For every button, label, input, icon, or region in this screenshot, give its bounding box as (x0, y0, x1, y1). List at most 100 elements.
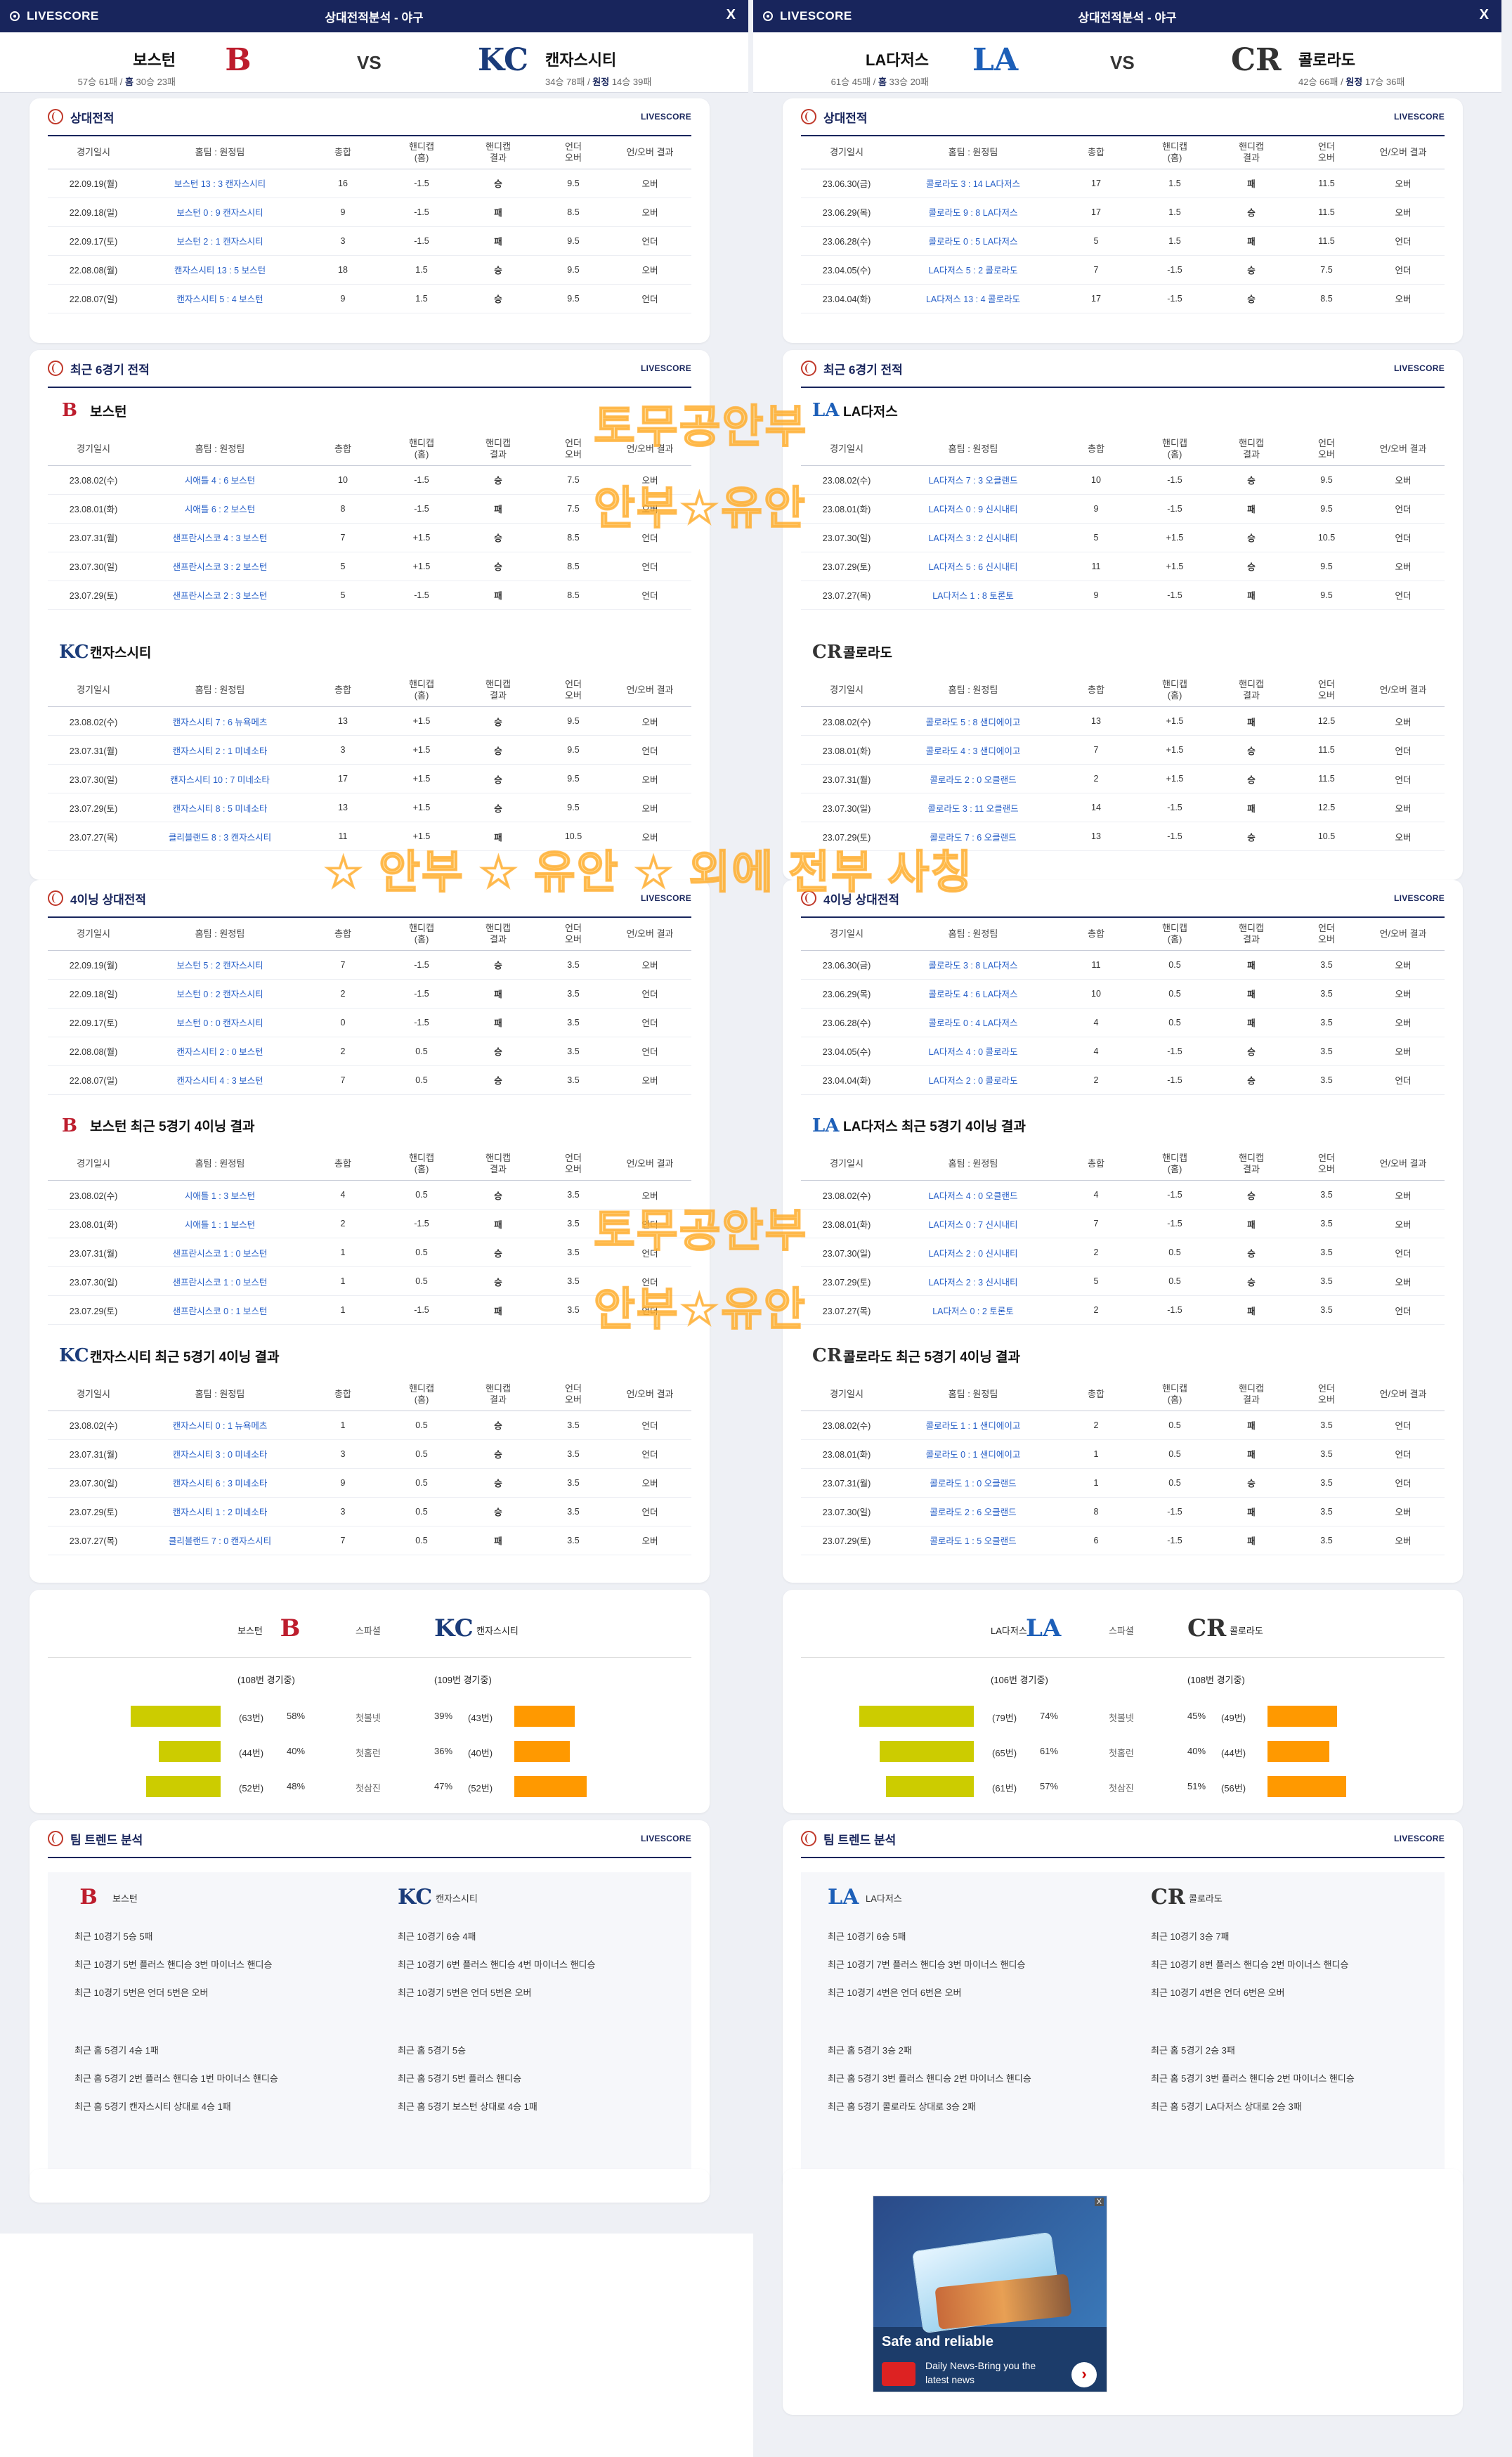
col-ou-l2: 오버 (1318, 1164, 1335, 1175)
ad-arrow-button[interactable]: › (1071, 2362, 1097, 2387)
cell-ou-line: 3.5 (1291, 1526, 1362, 1555)
cell-ou-line: 9.5 (538, 706, 608, 736)
table-row[interactable]: 23.07.27(목) LA다저스 1 : 8 토론토 9 -1.5 패 9.5 언더 (801, 581, 1445, 610)
recent-header: 최근 6경기 전적 LIVESCORE (801, 350, 1445, 388)
away-stat-count: (49번) (1221, 1713, 1246, 1723)
table-row[interactable]: 23.07.27(목) 클리블랜드 7 : 0 캔자스시티 7 0.5 패 3.5 오버 (48, 1526, 691, 1555)
table-row[interactable]: 22.09.19(월) 보스턴 13 : 3 캔자스시티 16 -1.5 승 9.5 오버 (48, 169, 691, 198)
away-stat-bar (1267, 1741, 1329, 1762)
table-row[interactable]: 23.07.30(일) 캔자스시티 10 : 7 미네소타 17 +1.5 승 9.5 오버 (48, 764, 691, 793)
table-row[interactable]: 23.06.30(금) 콜로라도 3 : 14 LA다저스 17 1.5 패 11.5 오버 (801, 169, 1445, 198)
trend-header: 팀 트렌드 분석 LIVESCORE (801, 1820, 1445, 1858)
cell-ou-result: 오버 (1362, 169, 1445, 198)
table-row[interactable]: 23.08.01(화) 시애틀 1 : 1 보스턴 2 -1.5 패 3.5 언더 (48, 1209, 691, 1238)
table-row[interactable]: 23.08.01(화) 콜로라도 4 : 3 샌디에이고 7 +1.5 승 11.5 언더 (801, 735, 1445, 765)
table-header-row: 경기일시 홈팀 : 원정팀 총합 핸디캡 (홈) 핸디캡 결과 언더 오버 언/오버 결과 (801, 674, 1445, 707)
close-button[interactable]: X (726, 7, 736, 22)
table-row[interactable]: 23.07.27(목) 클리블랜드 8 : 3 캔자스시티 11 +1.5 패 10.5 오… (48, 822, 691, 851)
table-row[interactable]: 22.09.18(일) 보스턴 0 : 9 캔자스시티 9 -1.5 패 8.5 오버 (48, 197, 691, 227)
stats-home-games: (106번 경기중) (991, 1675, 1048, 1685)
table-row[interactable]: 23.08.02(수) 캔자스시티 0 : 1 뉴욕메츠 1 0.5 승 3.5 언더 (48, 1411, 691, 1440)
cell-handicap-result: 승 (458, 1180, 538, 1210)
col-total: 총합 (301, 918, 385, 951)
close-button[interactable]: X (1479, 7, 1489, 22)
table-row[interactable]: 23.08.02(수) 캔자스시티 7 : 6 뉴욕메츠 13 +1.5 승 9.5 오버 (48, 706, 691, 736)
table-row[interactable]: 23.08.02(수) 시애틀 1 : 3 보스턴 4 0.5 승 3.5 오버 (48, 1180, 691, 1210)
advertisement[interactable]: Safe and reliable Daily News-Bring you th… (873, 2196, 1107, 2392)
table-row[interactable]: 23.07.29(토) 콜로라도 1 : 5 오클랜드 6 -1.5 패 3.5 오버 (801, 1526, 1445, 1555)
table-row[interactable]: 23.07.29(토) 샌프란시스코 2 : 3 보스턴 5 -1.5 패 8.5 언더 (48, 581, 691, 610)
table-row[interactable]: 23.08.01(화) 콜로라도 0 : 1 샌디에이고 1 0.5 패 3.5 언더 (801, 1439, 1445, 1469)
cell-ou-result: 언더 (608, 581, 691, 610)
table-row[interactable]: 23.07.31(월) 샌프란시스코 1 : 0 보스턴 1 0.5 승 3.5 언더 (48, 1238, 691, 1267)
table-row[interactable]: 23.07.29(토) 콜로라도 7 : 6 오클랜드 13 -1.5 승 10.5 오버 (801, 822, 1445, 851)
table-row[interactable]: 23.07.29(토) 캔자스시티 1 : 2 미네소타 3 0.5 승 3.5 언더 (48, 1497, 691, 1526)
table-row[interactable]: 23.04.04(화) LA다저스 2 : 0 콜로라도 2 -1.5 승 3.5 언더 (801, 1065, 1445, 1095)
table-row[interactable]: 22.08.07(일) 캔자스시티 4 : 3 보스턴 7 0.5 승 3.5 오버 (48, 1065, 691, 1095)
cell-date: 22.09.18(일) (48, 197, 139, 227)
table-row[interactable]: 23.08.02(수) 시애틀 4 : 6 보스턴 10 -1.5 승 7.5 오버 (48, 465, 691, 495)
table-row[interactable]: 22.08.08(월) 캔자스시티 2 : 0 보스턴 2 0.5 승 3.5 언더 (48, 1037, 691, 1066)
table-header-row: 경기일시 홈팀 : 원정팀 총합 핸디캡 (홈) 핸디캡 결과 언더 오버 언/오버 결과 (48, 674, 691, 707)
table-row[interactable]: 23.08.01(화) 시애틀 6 : 2 보스턴 8 -1.5 패 7.5 오버 (48, 494, 691, 524)
table-row[interactable]: 23.07.30(일) LA다저스 2 : 0 신시내티 2 0.5 승 3.5 언더 (801, 1238, 1445, 1267)
stats-away-logo-icon: CR (1187, 1614, 1227, 1642)
table-row[interactable]: 23.07.30(일) 콜로라도 2 : 6 오클랜드 8 -1.5 패 3.5 오버 (801, 1497, 1445, 1526)
table-row[interactable]: 23.07.31(월) 캔자스시티 2 : 1 미네소타 3 +1.5 승 9.5 언더 (48, 735, 691, 765)
table-row[interactable]: 23.07.30(일) LA다저스 3 : 2 신시내티 5 +1.5 승 10.5 언더 (801, 523, 1445, 552)
table-row[interactable]: 22.09.18(일) 보스턴 0 : 2 캔자스시티 2 -1.5 패 3.5 언더 (48, 979, 691, 1009)
table-row[interactable]: 22.08.07(일) 캔자스시티 5 : 4 보스턴 9 1.5 승 9.5 언더 (48, 284, 691, 313)
table-row[interactable]: 23.08.01(화) LA다저스 0 : 7 신시내티 7 -1.5 패 3.5 오버 (801, 1209, 1445, 1238)
home-record-prefix: 57승 61패 / (77, 77, 125, 87)
table-row[interactable]: 23.07.29(토) 샌프란시스코 0 : 1 보스턴 1 -1.5 패 3.5 언더 (48, 1295, 691, 1325)
col-handicap-l1: 핸디캡 (409, 437, 434, 448)
ad-close-button[interactable]: X (1094, 2198, 1104, 2206)
cell-date: 23.07.27(목) (801, 1295, 892, 1325)
recent4-title-1-label: 캔자스시티 최근 5경기 4이닝 결과 (90, 1349, 280, 1365)
trend-line: 최근 홈 5경기 3번 플러스 핸디승 2번 마이너스 핸디승 (828, 2073, 1031, 2084)
col-handicap-result: 핸디캡 결과 (458, 674, 538, 707)
table-header-row: 경기일시 홈팀 : 원정팀 총합 핸디캡 (홈) 핸디캡 결과 언더 오버 언/오버 결과 (801, 1148, 1445, 1181)
table-row[interactable]: 23.06.30(금) 콜로라도 3 : 8 LA다저스 11 0.5 패 3.5 오버 (801, 950, 1445, 980)
table-row[interactable]: 22.09.17(토) 보스턴 0 : 0 캔자스시티 0 -1.5 패 3.5 언더 (48, 1008, 691, 1037)
table-row[interactable]: 23.07.31(월) 콜로라도 2 : 0 오클랜드 2 +1.5 승 11.5 언더 (801, 764, 1445, 793)
table-row[interactable]: 22.09.17(토) 보스턴 2 : 1 캔자스시티 3 -1.5 패 9.5 언더 (48, 226, 691, 256)
table-row[interactable]: 23.08.02(수) LA다저스 4 : 0 오클랜드 4 -1.5 승 3.5 오버 (801, 1180, 1445, 1210)
table-row[interactable]: 23.07.31(월) 콜로라도 1 : 0 오클랜드 1 0.5 승 3.5 언더 (801, 1468, 1445, 1498)
table-row[interactable]: 23.07.27(목) LA다저스 0 : 2 토론토 2 -1.5 패 3.5 언더 (801, 1295, 1445, 1325)
table-row[interactable]: 23.08.02(수) 콜로라도 1 : 1 샌디에이고 2 0.5 패 3.5 언더 (801, 1411, 1445, 1440)
table-row[interactable]: 23.06.29(목) 콜로라도 9 : 8 LA다저스 17 1.5 승 11.5 오버 (801, 197, 1445, 227)
table-row[interactable]: 23.07.29(토) LA다저스 2 : 3 신시내티 5 0.5 승 3.5 오버 (801, 1266, 1445, 1296)
table-row[interactable]: 23.07.29(토) 캔자스시티 8 : 5 미네소타 13 +1.5 승 9.5 오버 (48, 793, 691, 822)
col-handicap-result: 핸디캡 결과 (458, 1378, 538, 1411)
table-row[interactable]: 23.04.04(화) LA다저스 13 : 4 콜로라도 17 -1.5 승 8.5 오버 (801, 284, 1445, 313)
table-row[interactable]: 23.06.29(목) 콜로라도 4 : 6 LA다저스 10 0.5 패 3.5 오버 (801, 979, 1445, 1009)
table-row[interactable]: 23.08.02(수) 콜로라도 5 : 8 샌디에이고 13 +1.5 패 12.5 오버 (801, 706, 1445, 736)
away-stat-pct: 39% (434, 1711, 453, 1721)
table-row[interactable]: 23.07.29(토) LA다저스 5 : 6 신시내티 11 +1.5 승 9.5 오버 (801, 552, 1445, 581)
table-row[interactable]: 23.07.30(일) 샌프란시스코 3 : 2 보스턴 5 +1.5 승 8.5 언더 (48, 552, 691, 581)
table-row[interactable]: 23.08.02(수) LA다저스 7 : 3 오클랜드 10 -1.5 승 9.5 오버 (801, 465, 1445, 495)
away-team-block: 콜로라도 42승 66패 / 원정 17승 36패 (1298, 48, 1405, 88)
recent4-title-1: CR 콜로라도 최근 5경기 4이닝 결과 (812, 1333, 1433, 1378)
table-row[interactable]: 22.09.19(월) 보스턴 5 : 2 캔자스시티 7 -1.5 승 3.5 오버 (48, 950, 691, 980)
table-row[interactable]: 22.08.08(월) 캔자스시티 13 : 5 보스턴 18 1.5 승 9.5 오버 (48, 255, 691, 285)
cell-matchup: LA다저스 3 : 2 신시내티 (892, 523, 1054, 552)
cell-total: 7 (301, 950, 385, 980)
table-row[interactable]: 23.04.05(수) LA다저스 4 : 0 콜로라도 4 -1.5 승 3.5 오버 (801, 1037, 1445, 1066)
table-row[interactable]: 23.06.28(수) 콜로라도 0 : 4 LA다저스 4 0.5 패 3.5 오버 (801, 1008, 1445, 1037)
table-row[interactable]: 23.07.31(월) 샌프란시스코 4 : 3 보스턴 7 +1.5 승 8.5 언더 (48, 523, 691, 552)
table-row[interactable]: 23.07.30(일) 캔자스시티 6 : 3 미네소타 9 0.5 승 3.5 오버 (48, 1468, 691, 1498)
table-row[interactable]: 23.07.30(일) 샌프란시스코 1 : 0 보스턴 1 0.5 승 3.5 언더 (48, 1266, 691, 1296)
away-team-record: 42승 66패 / 원정 17승 36패 (1298, 74, 1405, 88)
table-row[interactable]: 23.08.01(화) LA다저스 0 : 9 신시내티 9 -1.5 패 9.5 언더 (801, 494, 1445, 524)
table-row[interactable]: 23.06.28(수) 콜로라도 0 : 5 LA다저스 5 1.5 패 11.5 언더 (801, 226, 1445, 256)
cell-total: 2 (301, 1037, 385, 1066)
cell-matchup: 시애틀 4 : 6 보스턴 (139, 465, 301, 495)
stat-row: (65번) 61% 첫홈런 40% (44번) (783, 1737, 1463, 1765)
cell-matchup: 시애틀 6 : 2 보스턴 (139, 494, 301, 524)
table-row[interactable]: 23.07.31(월) 캔자스시티 3 : 0 미네소타 3 0.5 승 3.5 언더 (48, 1439, 691, 1469)
table-row[interactable]: 23.04.05(수) LA다저스 5 : 2 콜로라도 7 -1.5 승 7.5 언더 (801, 255, 1445, 285)
table-row[interactable]: 23.07.30(일) 콜로라도 3 : 11 오클랜드 14 -1.5 패 12.5 오버 (801, 793, 1445, 822)
cell-date: 23.07.31(월) (48, 1238, 139, 1267)
